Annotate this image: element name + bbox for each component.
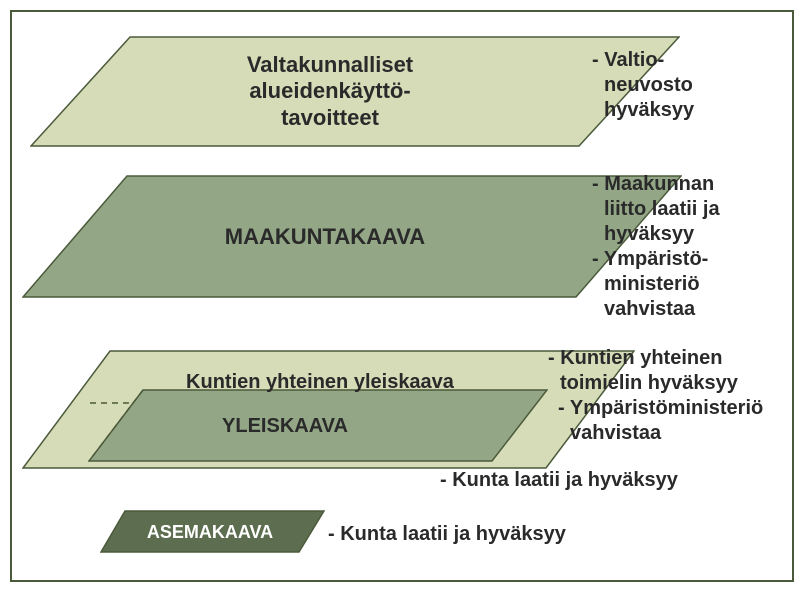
mk-side-l1: - Maakunnan (592, 172, 720, 197)
layer-top-title-l2: alueidenkäyttö- (249, 78, 410, 103)
yl-su-l1: - Kuntien yhteinen (548, 346, 763, 371)
mk-side-l6: vahvistaa (592, 297, 720, 322)
top-side-l2: neuvosto (592, 73, 694, 98)
layer-yleis-inner-title: YLEISKAAVA (155, 414, 415, 438)
layer-yleis-outer-title: Kuntien yhteinen yleiskaava (120, 370, 520, 394)
top-side-l1: - Valtio- (592, 48, 694, 73)
yl-su-l4: vahvistaa (548, 421, 763, 446)
yl-su-l3: - Ympäristöministeriö (548, 396, 763, 421)
top-side-l3: hyväksyy (592, 98, 694, 123)
mk-side-l4: - Ympäristö- (592, 247, 720, 272)
layer-asema-sidetext: - Kunta laatii ja hyväksyy (328, 522, 566, 547)
layer-yleis-sidetext-upper: - Kuntien yhteinen toimielin hyväksyy - … (548, 346, 763, 446)
layer-top-title: Valtakunnalliset alueidenkäyttö- tavoitt… (170, 52, 490, 131)
layer-maakunta-sidetext: - Maakunnan liitto laatii ja hyväksyy - … (592, 172, 720, 322)
layer-yleis-sidetext-lower: - Kunta laatii ja hyväksyy (440, 468, 678, 493)
layer-asema-title: ASEMAKAAVA (120, 522, 300, 544)
mk-side-l5: ministeriö (592, 272, 720, 297)
yl-su-l2: toimielin hyväksyy (548, 371, 763, 396)
layer-top-title-l3: tavoitteet (281, 105, 379, 130)
layer-top-sidetext: - Valtio- neuvosto hyväksyy (592, 48, 694, 123)
mk-side-l3: hyväksyy (592, 222, 720, 247)
layer-maakunta-title: MAAKUNTAKAAVA (160, 224, 490, 250)
layer-top-title-l1: Valtakunnalliset (247, 52, 413, 77)
mk-side-l2: liitto laatii ja (592, 197, 720, 222)
